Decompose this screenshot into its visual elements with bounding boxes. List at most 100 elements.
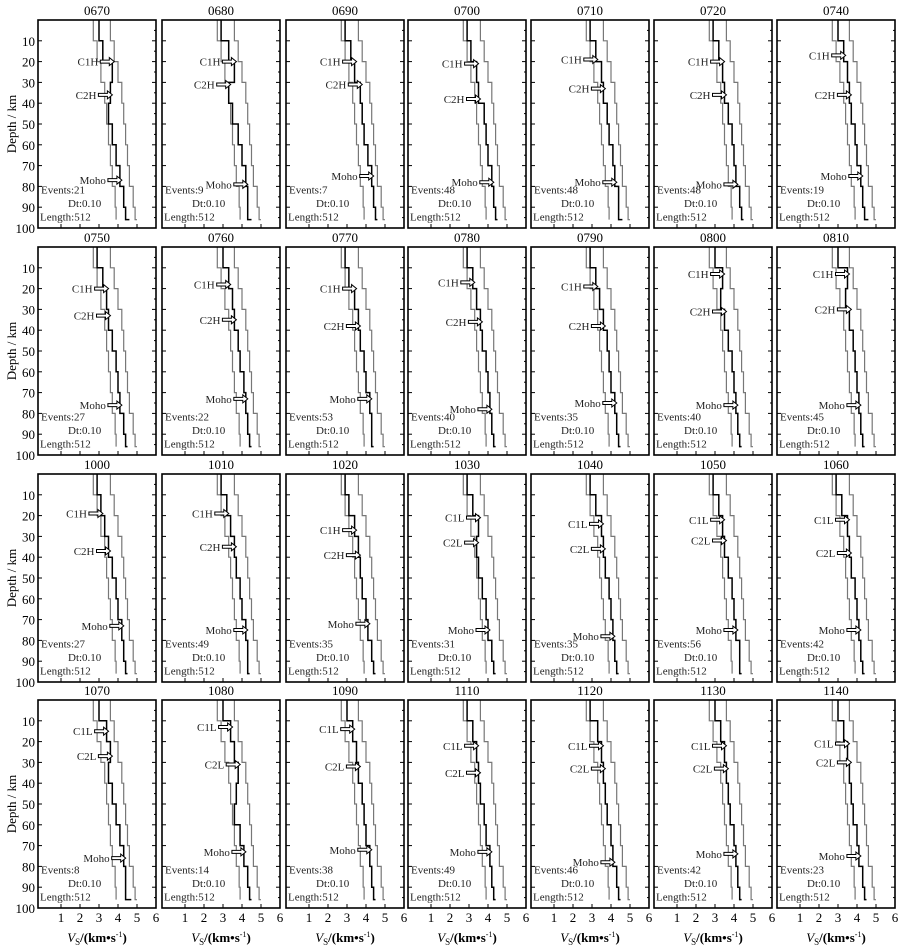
x-tick-label: 5 — [750, 910, 757, 925]
x-axis-label: VS/(km•s-1) — [191, 930, 251, 947]
events-count: 40 — [444, 412, 456, 424]
length-label: Length:512 — [410, 666, 461, 678]
velocity-model-line — [589, 247, 621, 448]
panel-title: 1010 — [208, 457, 234, 472]
events-count: 23 — [813, 865, 825, 877]
dt-label: Dt:0.10 — [438, 652, 472, 664]
c1-arrow-icon — [583, 281, 599, 292]
moho-arrow-icon — [600, 631, 616, 642]
dt-label: Dt:0.10 — [438, 425, 472, 437]
length-label: Length:512 — [656, 892, 707, 904]
x-axis-label: VS/(km•s-1) — [560, 930, 620, 947]
dt-label: Dt:0.10 — [68, 878, 102, 890]
moho-arrow-icon — [723, 400, 739, 411]
x-tick-label: 5 — [873, 910, 880, 925]
length-label: Length:512 — [656, 666, 707, 678]
x-tick-label: 6 — [277, 910, 284, 925]
y-tick-label: 70 — [22, 839, 35, 854]
x-tick-label: 1 — [182, 910, 189, 925]
length-label: Length:512 — [533, 439, 584, 451]
c1-label: C1L — [691, 741, 711, 753]
x-label-exp: -1 — [609, 930, 616, 939]
c2-arrow-icon — [96, 310, 112, 321]
lower-bound-line — [708, 247, 733, 447]
events-count: 49 — [198, 639, 210, 651]
events-prefix: Events: — [41, 185, 74, 197]
c2-arrow-icon — [836, 89, 853, 100]
x-tick-label: 4 — [608, 910, 615, 925]
c1-arrow-icon — [712, 740, 728, 751]
x-label-close: ) — [615, 930, 619, 945]
x-label-sub: S — [75, 937, 80, 947]
moho-label: Moho — [696, 179, 723, 191]
upper-bound-line — [725, 700, 753, 901]
upper-bound-line — [725, 474, 753, 675]
c2-label: C2H — [690, 306, 711, 318]
y-tick-label: 20 — [22, 282, 35, 297]
velocity-model-line — [466, 20, 498, 221]
moho-label: Moho — [575, 177, 602, 189]
c2-label: C2H — [200, 315, 221, 327]
moho-label: Moho — [821, 171, 848, 183]
events-label: Events:38 — [289, 865, 334, 877]
panel-title: 1020 — [332, 457, 358, 472]
c2-label: C2L — [693, 764, 713, 776]
c2-arrow-icon — [590, 763, 607, 774]
c1-label: C1H — [813, 269, 834, 281]
moho-label: Moho — [450, 404, 477, 416]
dt-label: Dt:0.10 — [807, 198, 841, 210]
c2-arrow-icon — [712, 89, 728, 100]
c1-arrow-icon — [710, 514, 726, 525]
c2-label: C2H — [815, 90, 836, 102]
y-axis-label: Depth / km — [4, 95, 19, 154]
x-label-close: ) — [492, 930, 496, 945]
panel-title: 1000 — [84, 457, 110, 472]
c1-label: C1H — [200, 57, 221, 69]
y-tick-label: 90 — [22, 200, 35, 215]
velocity-model-line — [835, 474, 865, 675]
y-tick-label: 30 — [22, 75, 35, 90]
c2-arrow-icon — [712, 535, 728, 546]
x-label-main: V — [67, 930, 77, 945]
y-tick-label: 80 — [22, 859, 35, 874]
length-label: Length:512 — [164, 666, 215, 678]
c1-arrow-icon — [464, 740, 480, 751]
y-tick-label: 60 — [22, 592, 35, 607]
c1-arrow-icon — [94, 283, 110, 294]
c2-label: C2H — [200, 542, 221, 554]
dt-label: Dt:0.10 — [807, 425, 841, 437]
lower-bound-line — [585, 474, 610, 674]
velocity-model-line — [714, 247, 742, 448]
moho-label: Moho — [575, 398, 602, 410]
c1-label: C1L — [443, 741, 463, 753]
c2-arrow-icon — [345, 550, 362, 561]
x-label-close: ) — [122, 930, 126, 945]
events-count: 9 — [198, 185, 204, 197]
length-label: Length:512 — [533, 666, 584, 678]
x-label-exp: -1 — [240, 930, 247, 939]
c1-label: C1H — [809, 50, 830, 62]
upper-bound-line — [848, 20, 876, 221]
upper-bound-line — [848, 474, 876, 675]
c1-arrow-icon — [342, 56, 358, 67]
c1-label: C1H — [688, 57, 709, 69]
y-tick-label: 80 — [22, 406, 35, 421]
events-prefix: Events: — [41, 639, 74, 651]
y-tick-label: 40 — [22, 96, 35, 111]
y-tick-label: 60 — [22, 138, 35, 153]
x-tick-label: 2 — [447, 910, 454, 925]
events-prefix: Events: — [534, 639, 567, 651]
events-count: 35 — [567, 639, 579, 651]
c1-label: C1H — [320, 57, 341, 69]
x-label-sub: S — [814, 937, 819, 947]
